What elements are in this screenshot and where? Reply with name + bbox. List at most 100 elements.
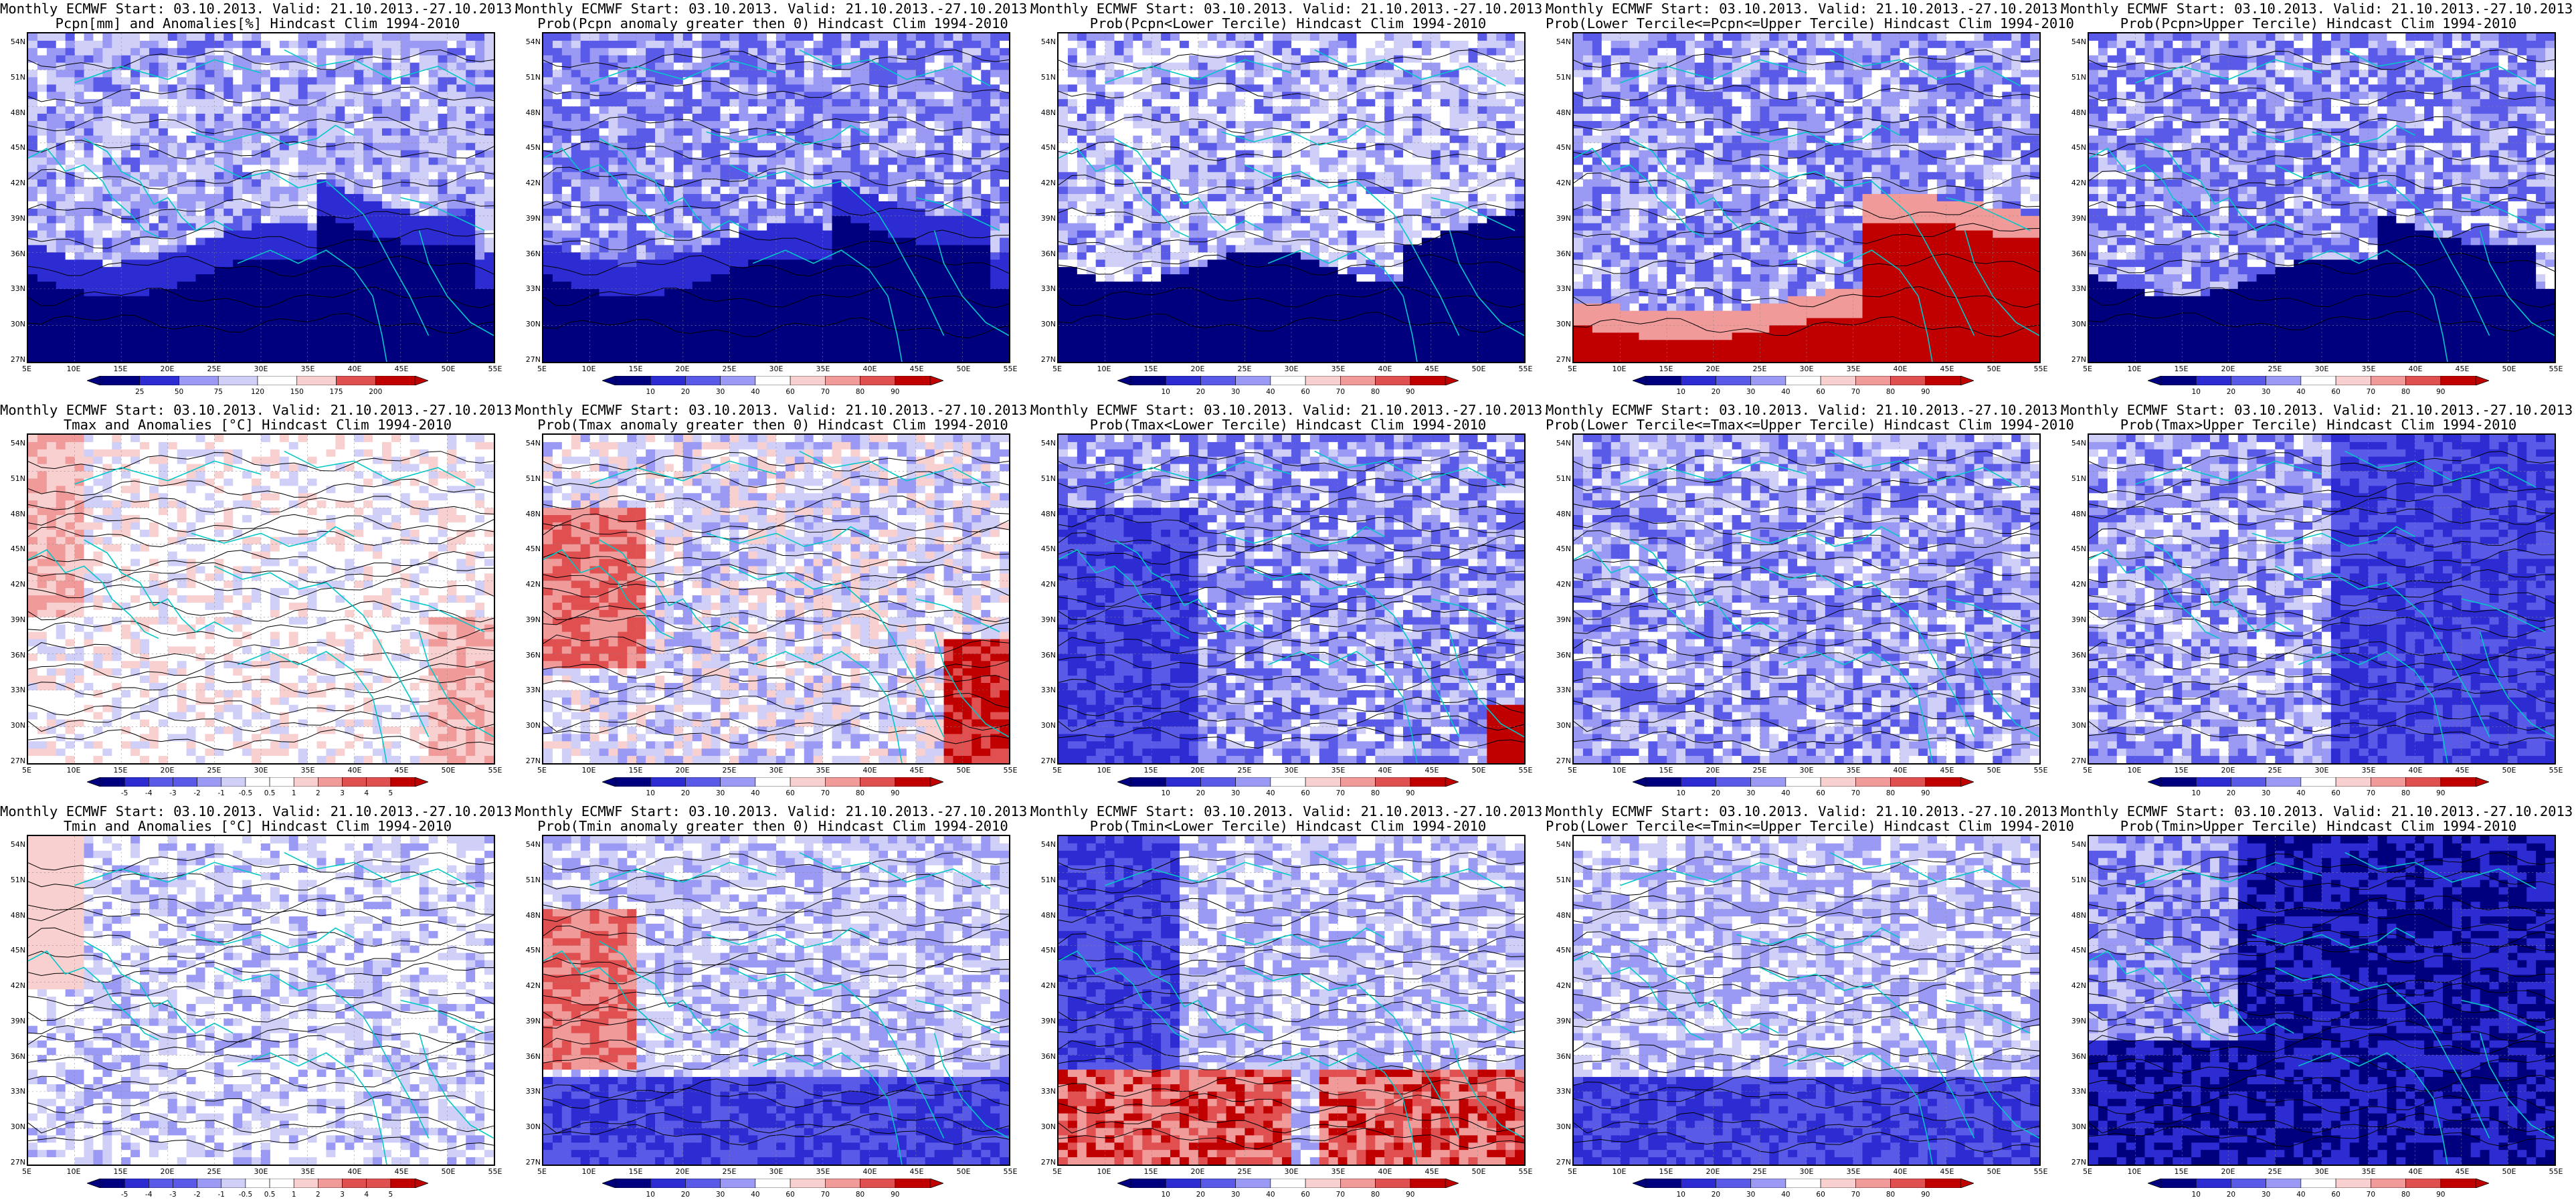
map-panel-tmin-pos: Monthly ECMWF Start: 03.10.2013. Valid: … [515,803,1036,1204]
panel-title-clim: Hindcast Clim 1994-2010 [1876,15,2074,31]
colorbar [87,777,428,787]
lat-label: 51N [522,73,541,82]
lon-label: 35E [813,365,833,373]
lon-label: 45E [1937,1167,1957,1176]
lat-label: 33N [7,1087,25,1096]
lon-label: 55E [1515,1167,1536,1176]
lat-label: 45N [2067,544,2086,553]
colorbar-tick-label: 20 [2221,388,2241,396]
lon-label: 35E [1843,1167,1863,1176]
lat-label: 33N [1552,686,1571,694]
panel-title-line1: Monthly ECMWF Start: 03.10.2013. Valid: … [1030,403,1551,417]
lon-label: 25E [1750,766,1770,775]
panel-title-clim: Hindcast Clim 1994-2010 [810,818,1008,834]
colorbar-tick-label: 10 [640,1191,660,1199]
prob-map [1057,32,1526,363]
lat-label: 45N [7,946,25,955]
colorbar-tick-label: 20 [675,1191,695,1199]
lat-label: 30N [1037,1122,1056,1131]
lat-label: 30N [2067,721,2086,730]
lat-label: 33N [1037,686,1056,694]
lon-label: 35E [813,1167,833,1176]
panel-title-line2: Prob(Pcpn anomaly greater then 0) Hindca… [515,16,1030,31]
lon-label: 25E [719,766,739,775]
colorbar-tick-label: 60 [780,1191,800,1199]
colorbar-tick-label: 175 [327,388,347,396]
colorbar-tick-label: 10 [1156,789,1176,797]
panel-title-line2: Prob(Tmin<Lower Tercile) Hindcast Clim 1… [1030,819,1546,833]
panel-title-clim: Hindcast Clim 1994-2010 [2318,417,2516,433]
colorbar [87,376,428,385]
lat-label: 54N [522,840,541,849]
lat-label: 39N [7,1017,25,1025]
lon-label: 45E [907,766,927,775]
lon-label: 40E [345,1167,365,1176]
lon-label: 40E [2405,766,2425,775]
colorbar-tick-label: 90 [885,789,905,797]
lon-label: 25E [1234,365,1255,373]
lat-label: 48N [1037,911,1056,920]
lon-label: 5E [1562,766,1582,775]
lon-label: 50E [1469,365,1489,373]
colorbar-tick-label: -4 [139,789,159,797]
colorbar-tick-label: 20 [1190,388,1210,396]
lon-label: 20E [1703,365,1723,373]
lat-label: 36N [522,1052,541,1061]
map-panel-pcpn-mid: Monthly ECMWF Start: 03.10.2013. Valid: … [1546,0,2074,401]
colorbar-tick-label: 30 [711,1191,731,1199]
colorbar [2148,1179,2489,1188]
colorbar [2148,376,2489,385]
lat-label: 39N [1552,1017,1571,1025]
lon-label: 5E [1047,365,1067,373]
lat-label: 33N [2067,686,2086,694]
colorbar-tick-label: 20 [2221,1191,2241,1199]
colorbar [1633,777,1974,787]
lon-label: 25E [2265,365,2285,373]
lat-label: 36N [2067,651,2086,660]
colorbar-tick-label: 5 [381,1191,401,1199]
lat-label: 45N [2067,143,2086,152]
lat-label: 45N [1037,143,1056,152]
panel-title-variable: Tmin and Anomalies [°C] [64,818,254,834]
colorbar [1633,1179,1974,1188]
lon-label: 25E [1234,766,1255,775]
colorbar-tick-label: 40 [1776,789,1796,797]
colorbar-tick-label: -1 [211,789,232,797]
lat-label: 39N [522,214,541,223]
lon-label: 5E [2078,1167,2098,1176]
colorbar-tick-label: 80 [1881,1191,1901,1199]
lon-label: 45E [2452,365,2472,373]
panel-title-variable: Prob(Pcpn>Upper Tercile) [2120,15,2318,31]
panel-title-clim: Hindcast Clim 1994-2010 [2318,818,2516,834]
lat-label: 45N [522,946,541,955]
lon-label: 20E [1188,365,1208,373]
lon-label: 50E [2499,1167,2519,1176]
colorbar-tick-label: 40 [1261,1191,1281,1199]
lat-label: 48N [522,911,541,920]
lon-label: 50E [1984,766,2004,775]
lat-label: 39N [522,615,541,624]
colorbar-tick-label: 80 [2396,388,2416,396]
lat-label: 30N [1037,320,1056,328]
colorbar-tick-label: 10 [2186,1191,2206,1199]
panel-title-clim: Hindcast Clim 1994-2010 [1288,818,1486,834]
lon-label: 15E [1141,365,1161,373]
lat-label: 48N [2067,911,2086,920]
lat-label: 51N [1552,876,1571,884]
lon-label: 5E [532,766,552,775]
colorbar-tick-label: 30 [1226,388,1246,396]
lon-label: 25E [1750,365,1770,373]
panel-title-line2: Prob(Tmin anomaly greater then 0) Hindca… [515,819,1030,833]
lon-label: 5E [2078,365,2098,373]
colorbar-tick-label: 70 [2361,388,2381,396]
lat-label: 39N [2067,1017,2086,1025]
lon-label: 30E [1281,766,1301,775]
lon-label: 35E [298,1167,318,1176]
prob-map [2088,433,2556,765]
lon-label: 15E [626,766,646,775]
colorbar-tick-label: 10 [640,789,660,797]
colorbar-tick-label: 70 [1330,789,1350,797]
panel-title-clim: Hindcast Clim 1994-2010 [254,417,452,433]
lat-label: 48N [1552,510,1571,518]
prob-map [542,433,1010,765]
